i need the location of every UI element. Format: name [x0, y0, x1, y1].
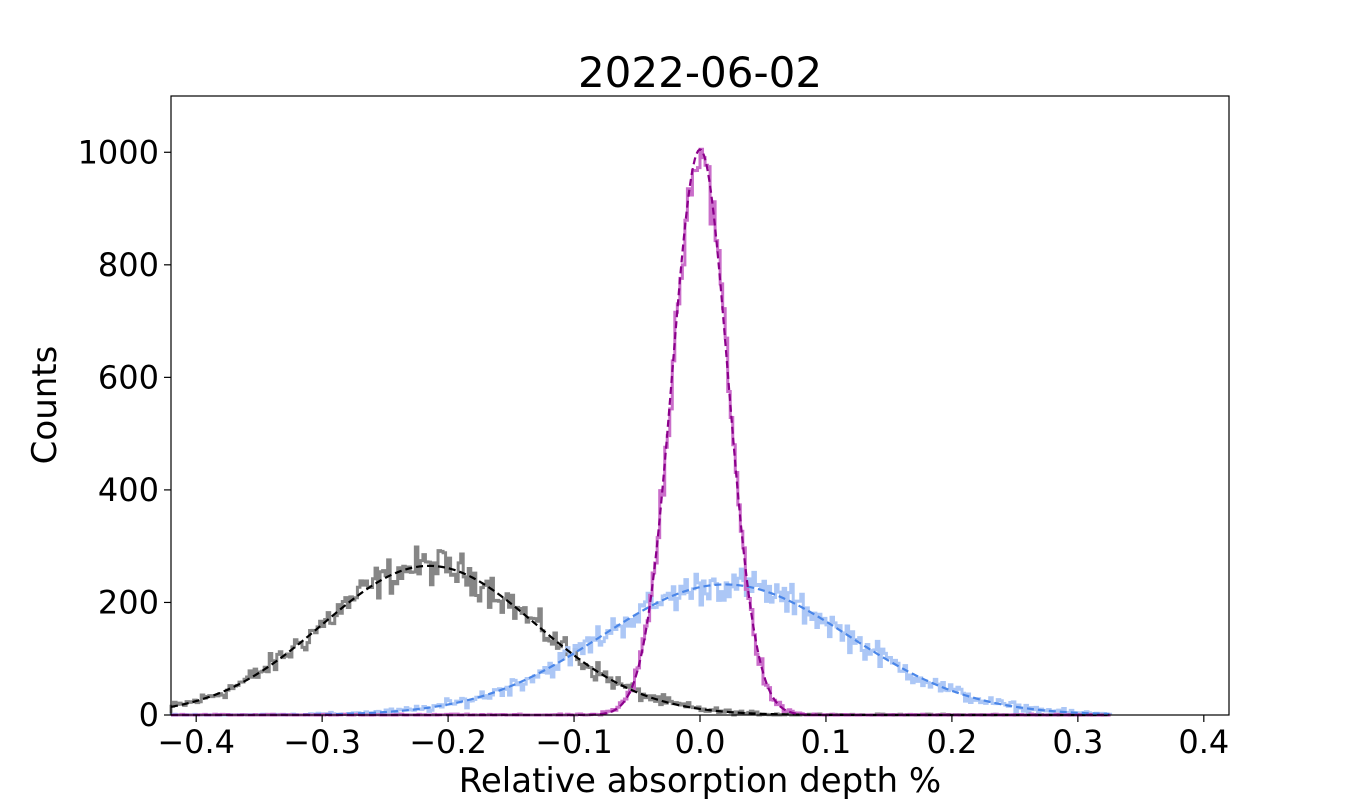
y-tick-label: 800	[98, 246, 159, 284]
y-axis-label: Counts	[25, 346, 65, 465]
x-tick-label: 0.1	[801, 723, 852, 761]
chart-title: 2022-06-02	[578, 48, 822, 97]
y-tick-label: 0	[139, 696, 159, 734]
y-tick-label: 400	[98, 471, 159, 509]
x-tick-label: 0.3	[1052, 723, 1103, 761]
y-tick-label: 200	[98, 583, 159, 621]
x-tick-label: −0.2	[409, 723, 487, 761]
x-tick-label: 0.2	[926, 723, 977, 761]
y-tick-label: 600	[98, 358, 159, 396]
x-tick-label: 0.4	[1178, 723, 1229, 761]
x-tick-label: −0.1	[535, 723, 613, 761]
y-axis: 0 200 400 600 800 1000	[78, 133, 171, 734]
x-axis: −0.4 −0.3 −0.2 −0.1 0.0 0.1 0.2 0.3 0.4	[157, 715, 1229, 761]
x-tick-label: −0.4	[157, 723, 235, 761]
x-axis-label: Relative absorption depth %	[459, 761, 941, 801]
y-tick-label: 1000	[78, 133, 159, 171]
x-tick-label: −0.3	[283, 723, 361, 761]
x-tick-label: 0.0	[675, 723, 726, 761]
